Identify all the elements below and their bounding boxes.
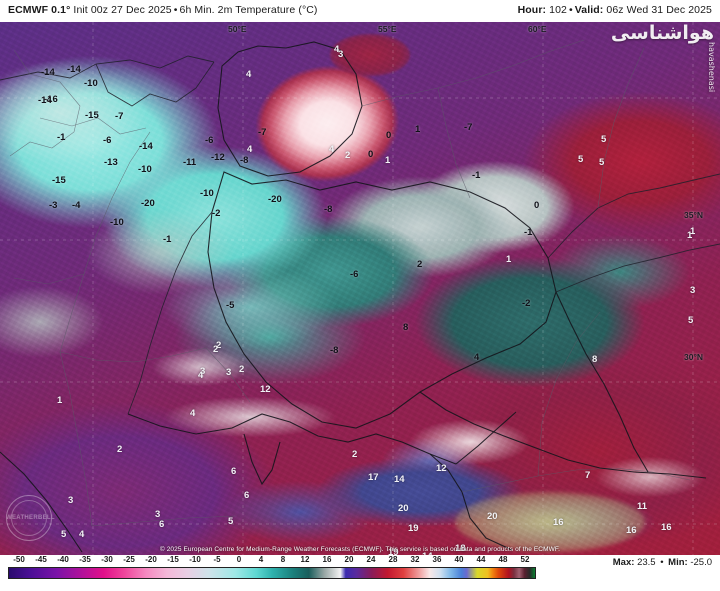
header-bullet-1: •	[173, 4, 178, 16]
min-value: -25.0	[690, 557, 712, 568]
header-right-info: Hour: 102 • Valid: 06z Wed 31 Dec 2025	[518, 4, 712, 16]
colorbar-tick: 52	[520, 555, 530, 564]
min-label: Min:	[668, 557, 688, 568]
lon-label-60e: 60°E	[528, 24, 547, 34]
colorbar-tick: 4	[258, 555, 264, 564]
logo-ring-inner	[11, 500, 47, 536]
field-name: 6h Min. 2m Temperature (°C)	[179, 4, 318, 16]
attribution-text: © 2025 European Centre for Medium-Range …	[159, 546, 561, 553]
lon-label-50e: 50°E	[228, 24, 247, 34]
max-label: Max:	[612, 557, 635, 568]
model-name: ECMWF 0.1	[8, 4, 67, 16]
map-canvas[interactable]: 50°E 55°E 60°E 35°N 30°N -14 -16 -14 -14 -10…	[0, 22, 720, 555]
colorbar-tick: 8	[280, 555, 286, 564]
valid-value: 06z Wed 31 Dec 2025	[606, 4, 712, 16]
colorbar-tick: 32	[410, 555, 420, 564]
weatherbell-logo-watermark: WEATHERBELL	[6, 495, 55, 541]
colorbar-tick: 20	[344, 555, 354, 564]
colorbar-tick: -20	[145, 555, 157, 564]
colorbar	[8, 567, 536, 579]
colorbar-tick: -10	[189, 555, 201, 564]
colorbar-tick: 36	[432, 555, 442, 564]
colorbar-gradient	[9, 568, 535, 578]
colorbar-tick: -30	[101, 555, 113, 564]
logo-text: WEATHERBELL	[6, 515, 55, 521]
colorbar-tick: -35	[79, 555, 91, 564]
maxmin-bullet: •	[660, 557, 664, 568]
colorbar-tick: -5	[213, 555, 221, 564]
colorbar-tick: 48	[498, 555, 508, 564]
colorbar-section: -50 -45 -40 -35 -30 -25 -20 -15 -10 -5 0 4 8 12 16 20 24…	[0, 555, 720, 591]
hour-label: Hour:	[517, 4, 547, 16]
hour-value: 102	[549, 4, 567, 16]
max-value: 23.5	[637, 557, 656, 568]
colorbar-tick: 28	[388, 555, 398, 564]
persian-watermark-side: havashenasi	[707, 42, 716, 93]
colorbar-tick: -45	[35, 555, 47, 564]
init-time: Init 00z 27 Dec 2025	[73, 4, 172, 16]
colorbar-tick: 44	[476, 555, 486, 564]
colorbar-tick: 40	[454, 555, 464, 564]
header-bar: ECMWF 0.1° Init 00z 27 Dec 2025 • 6h Min. …	[0, 0, 720, 22]
degree-symbol: °	[66, 4, 71, 16]
logo-ring-outer	[6, 495, 52, 541]
graticule	[0, 22, 720, 555]
colorbar-tick: -15	[167, 555, 179, 564]
lat-label-35n: 35°N	[684, 210, 703, 220]
colorbar-tick: 16	[322, 555, 332, 564]
valid-label: Valid:	[574, 4, 604, 16]
colorbar-tick-labels: -50 -45 -40 -35 -30 -25 -20 -15 -10 -5 0 4 8 12 16 20 24…	[8, 555, 536, 567]
colorbar-tick: -25	[123, 555, 135, 564]
persian-watermark: هواشناسی	[610, 22, 715, 44]
lon-label-55e: 55°E	[378, 24, 397, 34]
header-left-info: ECMWF 0.1° Init 00z 27 Dec 2025 • 6h Min. …	[8, 4, 318, 16]
colorbar-tick: -50	[13, 555, 25, 564]
colorbar-tick: 12	[300, 555, 310, 564]
colorbar-tick: 0	[236, 555, 242, 564]
header-bullet-2: •	[568, 4, 573, 16]
colorbar-tick: 24	[366, 555, 376, 564]
max-min-readout: Max: 23.5 • Min: -25.0	[613, 557, 712, 568]
lat-label-30n: 30°N	[684, 352, 703, 362]
colorbar-tick: -40	[57, 555, 69, 564]
